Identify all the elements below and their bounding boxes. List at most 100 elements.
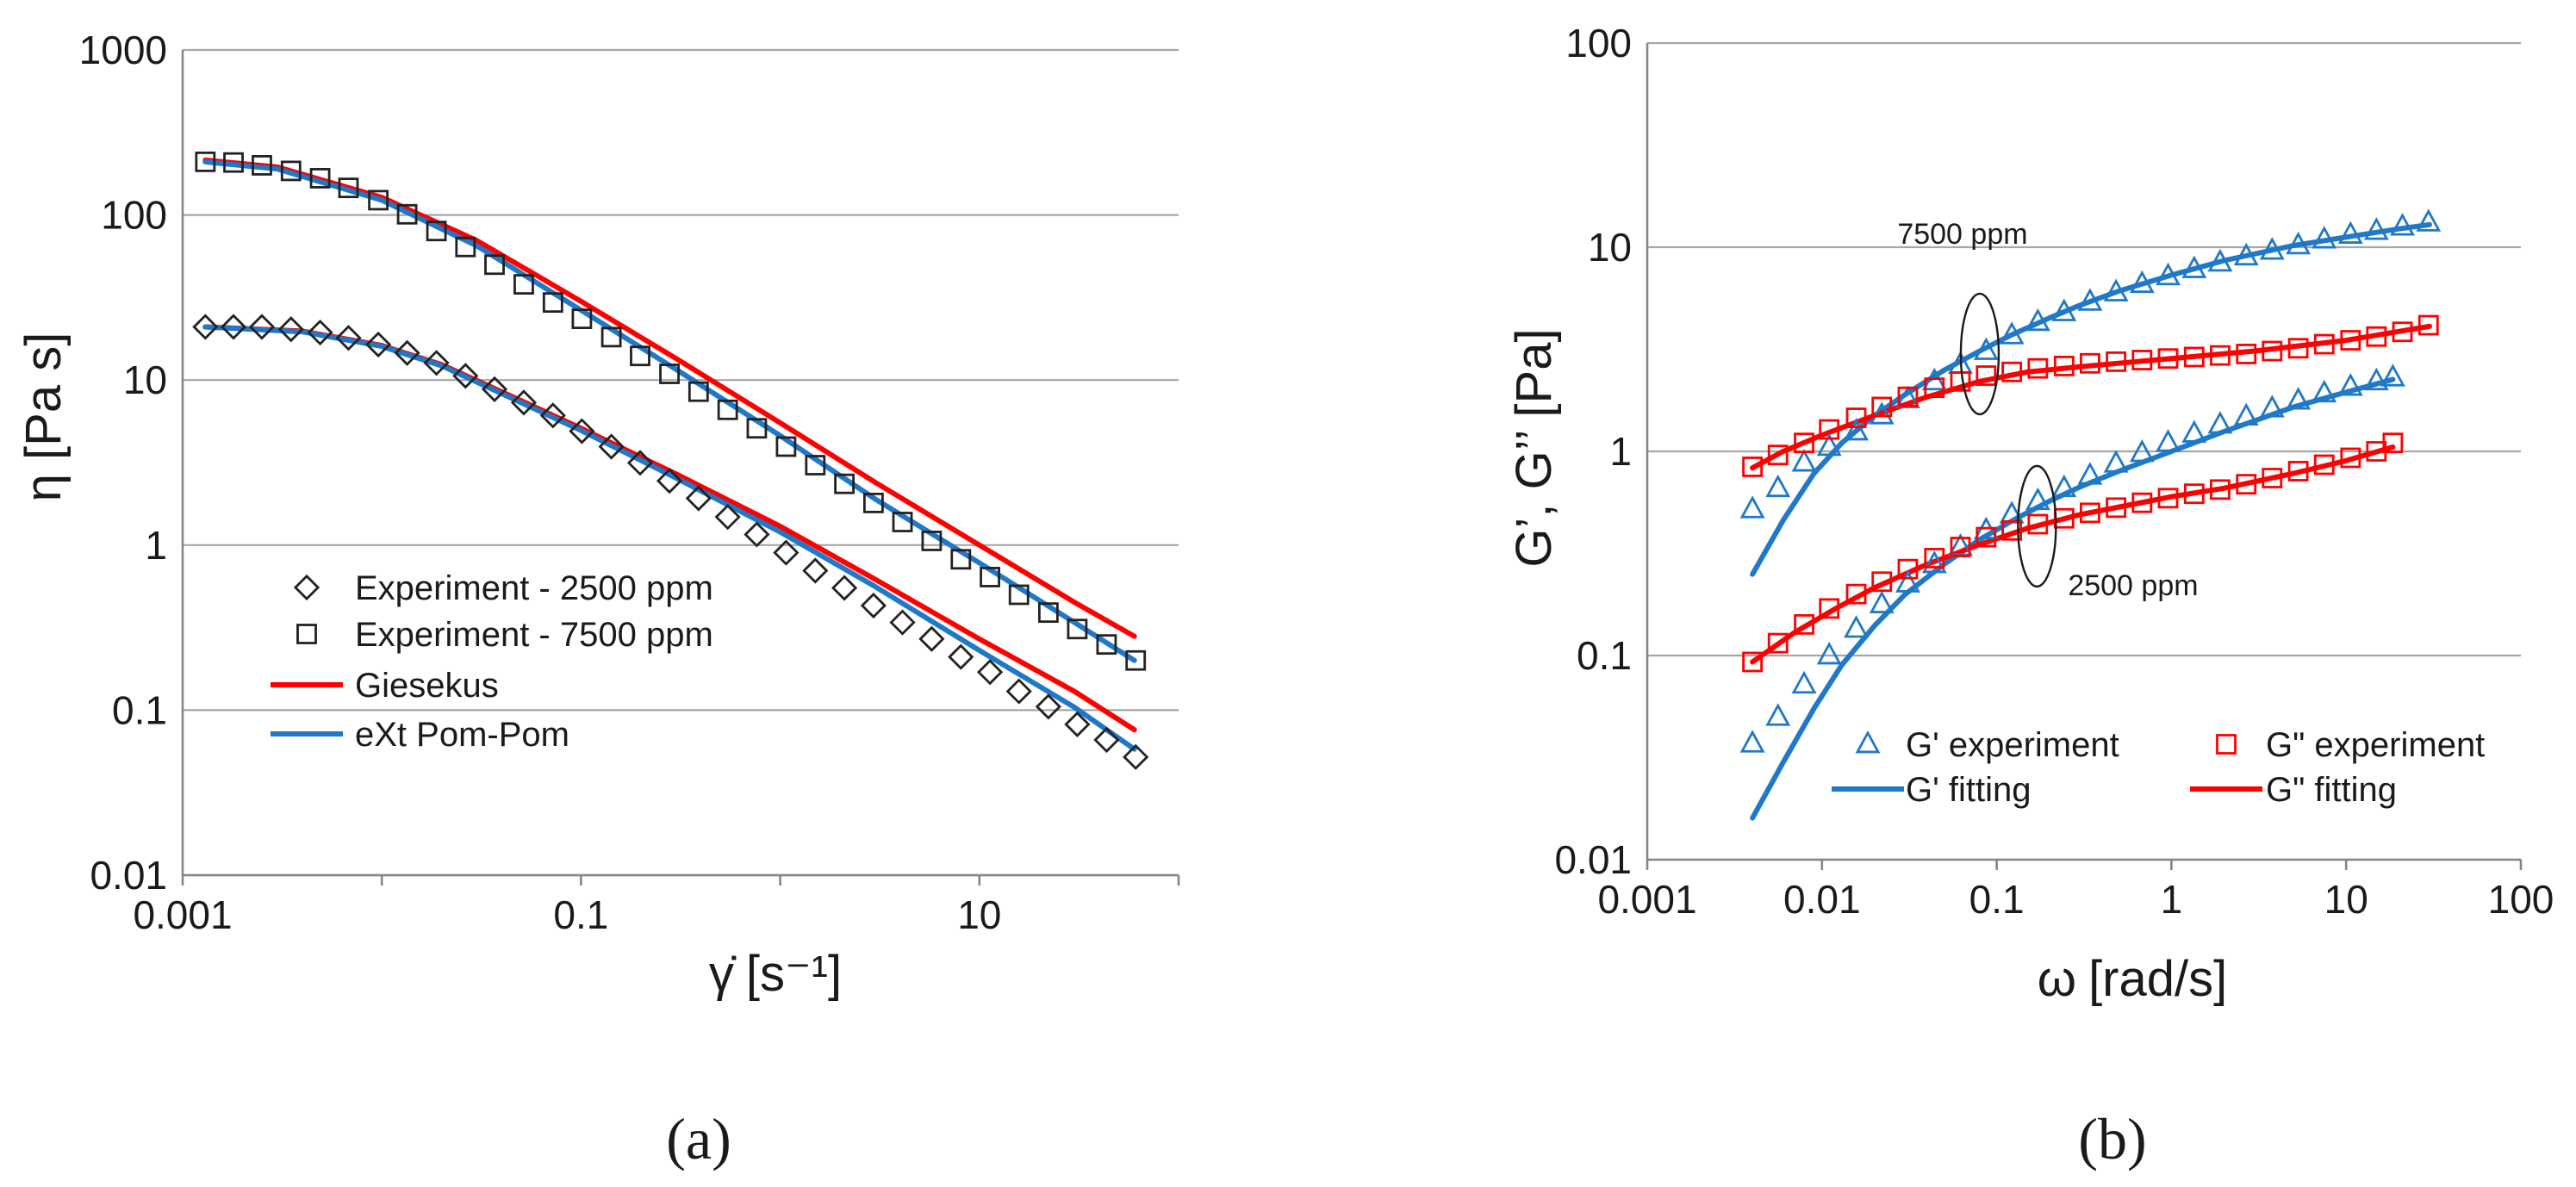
y-tick-label: 100 (101, 193, 167, 238)
data-point (600, 326, 622, 348)
data-point (2416, 208, 2442, 232)
chart-b-x-tick-labels: 0.001 0.01 0.1 1 10 100 (1597, 877, 2554, 922)
data-point (1819, 598, 1840, 619)
data-point (860, 592, 887, 619)
data-point (2156, 429, 2181, 452)
data-point (834, 473, 855, 494)
data-point (2103, 278, 2129, 301)
data-point (2181, 255, 2207, 278)
x-tick-label: 0.01 (1783, 877, 1861, 922)
data-point (2287, 461, 2309, 482)
chart-a-x-axis-symbol: γ̇ (709, 946, 737, 1002)
data-point (2001, 361, 2023, 382)
data-point (2025, 308, 2050, 332)
data-point (1869, 590, 1895, 613)
data-point (1871, 571, 1893, 593)
data-point (2380, 364, 2405, 387)
data-point (746, 418, 768, 439)
data-point (950, 549, 972, 570)
data-point (2103, 450, 2129, 473)
data-point (2233, 242, 2259, 266)
legend-marker-swatch (2216, 734, 2237, 755)
chart-panel-a: 1000 100 10 1 0.1 0.01 0.001 0.1 10 Experiment … (16, 28, 1180, 1171)
y-tick-label: 0.01 (90, 853, 167, 898)
chart-a-data-points (192, 151, 1149, 770)
annotation-7500-ppm: 7500 ppm (1897, 218, 2027, 251)
y-tick-label: 1 (145, 523, 167, 568)
chart-b-x-axis-unit: [rad/s] (2088, 951, 2227, 1007)
data-point (1950, 537, 1971, 557)
legend-item: G' experiment (1855, 726, 2119, 764)
data-point (1844, 615, 1869, 638)
data-point (2262, 468, 2283, 488)
data-point (775, 436, 797, 457)
data-point (2313, 333, 2335, 355)
data-point (455, 236, 476, 258)
data-point (2106, 497, 2127, 519)
data-point (2080, 502, 2100, 524)
x-tick-label: 0.1 (553, 892, 608, 937)
legend-item: Giesekus (271, 667, 499, 705)
data-point (1739, 730, 1765, 753)
data-point (338, 177, 359, 199)
data-point (223, 152, 244, 173)
data-point (220, 314, 247, 340)
data-point (2363, 367, 2389, 391)
fit-line (202, 157, 1137, 639)
data-point (1948, 532, 1973, 556)
data-point (921, 531, 943, 551)
legend-marker-swatch (296, 624, 317, 644)
data-point (248, 314, 276, 340)
data-point (513, 274, 534, 295)
x-tick-label: 0.1 (1969, 877, 2025, 922)
x-tick-label: 10 (957, 892, 1001, 937)
data-point (364, 331, 392, 358)
data-point (892, 512, 913, 532)
data-point (2027, 357, 2049, 379)
data-point (980, 567, 1000, 587)
data-point (1924, 377, 1945, 399)
data-point (773, 539, 800, 566)
data-point (630, 345, 650, 367)
data-point (2183, 346, 2205, 368)
data-point (2025, 487, 2050, 511)
data-point (2106, 351, 2127, 372)
data-point (2077, 288, 2103, 311)
data-point (805, 455, 826, 475)
chart-a-gridlines (181, 48, 1180, 886)
data-point (1976, 526, 1997, 548)
data-point (2312, 226, 2337, 249)
data-point (1093, 726, 1120, 754)
data-point (1037, 602, 1059, 624)
y-tick-label: 0.01 (1554, 837, 1632, 882)
chart-a-legend: Experiment - 2500 ppm Experiment - 7500 p… (271, 569, 713, 754)
legend-item: Experiment - 2500 ppm (293, 569, 713, 607)
data-point (1794, 432, 1814, 454)
data-point (2366, 326, 2387, 347)
data-point (1794, 614, 1814, 635)
data-point (426, 221, 447, 242)
data-point (976, 659, 1004, 686)
data-point (481, 376, 508, 402)
data-point (744, 521, 770, 548)
data-point (1869, 401, 1895, 425)
data-point (1008, 584, 1030, 606)
data-point (2077, 462, 2103, 485)
data-point (1844, 417, 1869, 441)
legend-item: G" experiment (2216, 726, 2485, 764)
data-point (2207, 248, 2233, 272)
data-point (280, 160, 302, 182)
legend-label: Experiment - 7500 ppm (355, 616, 713, 654)
data-point (2181, 419, 2207, 443)
panel-label-b: (b) (2078, 1106, 2146, 1171)
data-point (656, 468, 683, 494)
data-point (717, 399, 738, 420)
data-point (307, 319, 333, 346)
chart-a-fit-lines (202, 157, 1137, 752)
data-point (1897, 386, 1919, 407)
data-point (862, 492, 884, 513)
y-tick-label: 1000 (79, 28, 167, 72)
data-point (252, 155, 272, 176)
